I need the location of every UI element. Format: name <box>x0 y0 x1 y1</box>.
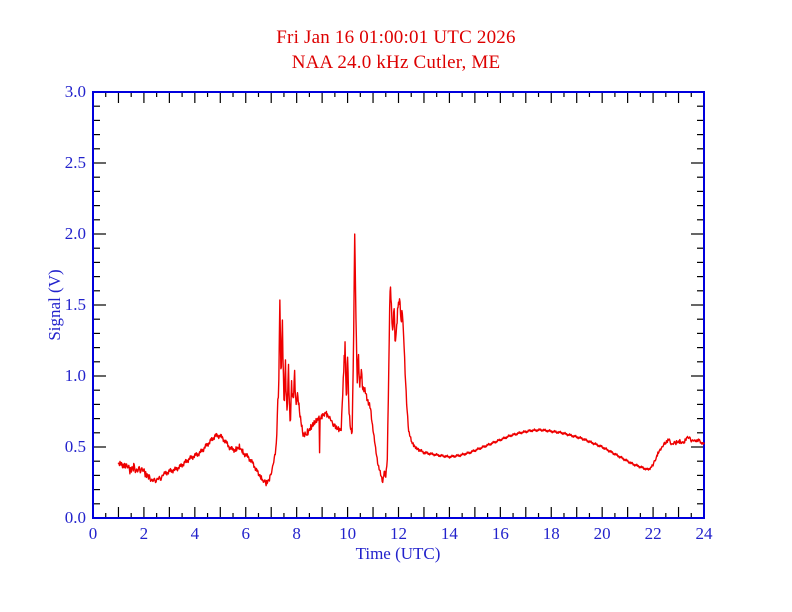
x-tick-label-18: 18 <box>542 524 560 543</box>
x-tick-label-14: 14 <box>440 524 458 543</box>
plot-frame <box>92 91 705 519</box>
x-tick-label-12: 12 <box>390 524 407 543</box>
y-tick-label-1.0: 1.0 <box>64 366 86 385</box>
x-tick-label-6: 6 <box>241 524 251 543</box>
x-tick-label-22: 22 <box>644 524 662 543</box>
y-tick-label-2.0: 2.0 <box>64 224 86 243</box>
signal-trace <box>117 233 705 487</box>
plot-title-timestamp: Fri Jan 16 01:00:01 UTC 2026 <box>276 27 516 48</box>
y-tick-label-0.0: 0.0 <box>64 508 86 527</box>
x-tick-label-10: 10 <box>339 524 357 543</box>
y-tick-label-2.5: 2.5 <box>64 153 86 172</box>
x-tick-label-20: 20 <box>593 524 611 543</box>
x-axis-label: Time (UTC) <box>355 544 441 563</box>
plot-title-station: NAA 24.0 kHz Cutler, ME <box>291 52 501 73</box>
x-tick-label-24: 24 <box>695 524 713 543</box>
y-tick-label-1.5: 1.5 <box>64 295 86 314</box>
x-tick-label-2: 2 <box>139 524 149 543</box>
x-tick-label-16: 16 <box>491 524 509 543</box>
x-tick-label-4: 4 <box>190 524 200 543</box>
x-tick-label-0: 0 <box>88 524 98 543</box>
y-tick-label-0.5: 0.5 <box>64 437 86 456</box>
y-tick-label-3.0: 3.0 <box>64 82 86 101</box>
x-tick-label-8: 8 <box>292 524 301 543</box>
